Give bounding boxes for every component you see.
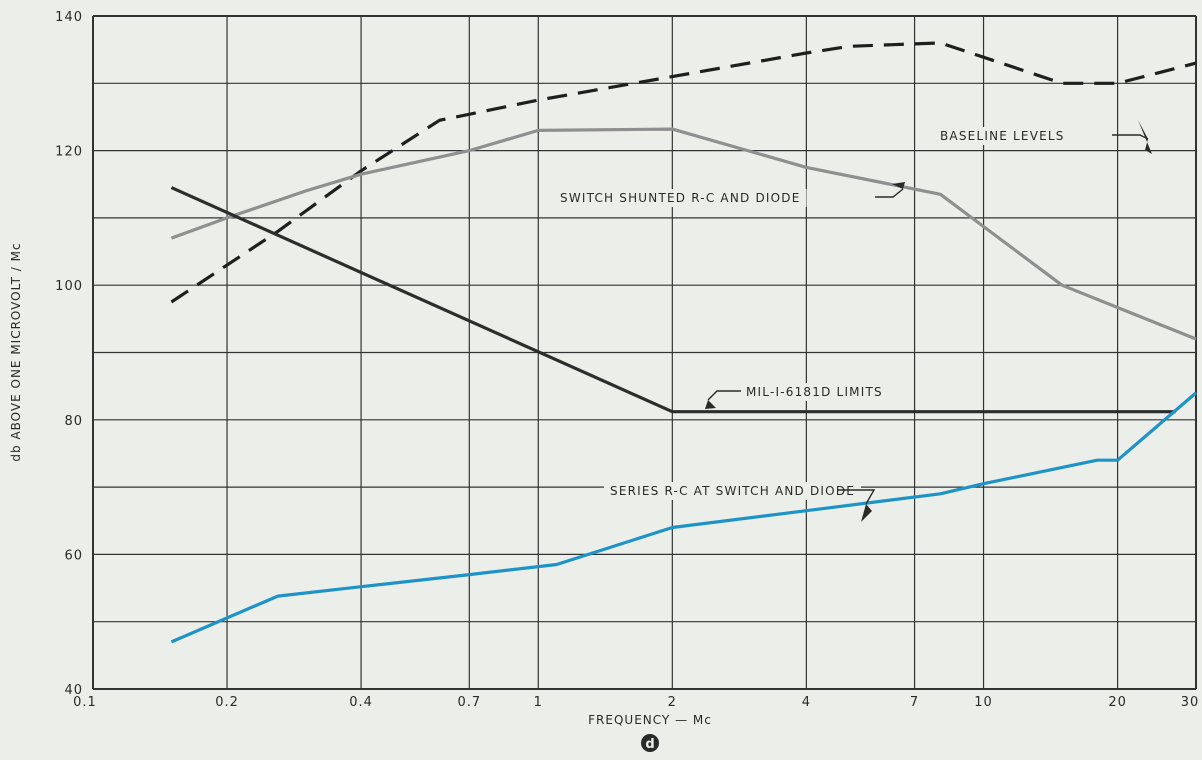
chart-annotations: BASELINE LEVELS SWITCH SHUNTED R-C AND DI…	[554, 120, 1152, 522]
y-tick-label: 60	[64, 548, 83, 563]
annotation-leader	[875, 188, 904, 198]
annotation-bg	[554, 189, 807, 207]
y-tick-label: 140	[55, 10, 83, 25]
panel-badge-circle	[641, 734, 659, 752]
series-line-4	[170, 391, 1198, 644]
annotation-label: BASELINE LEVELS	[940, 129, 1065, 143]
series-line-1	[170, 41, 1197, 304]
x-tick-label: 20	[1108, 695, 1127, 710]
x-axis-title: FREQUENCY — Mc	[588, 713, 712, 727]
annotation-arrowhead	[1138, 120, 1152, 154]
x-tick-label: 2	[668, 695, 677, 710]
y-tick-label: 80	[64, 414, 83, 429]
annotation-arrowhead	[892, 182, 905, 189]
chart-series	[170, 41, 1198, 644]
annotation-arrowhead	[861, 504, 872, 522]
annotation-label: MIL-I-6181D LIMITS	[746, 385, 883, 399]
annotation-bg	[604, 482, 862, 500]
x-tick-label: 1	[534, 695, 543, 710]
x-tick-label: 10	[974, 695, 993, 710]
x-tick-label: 0.7	[457, 695, 481, 710]
annotation-arrowhead	[705, 400, 716, 409]
y-tick-label: 40	[64, 683, 83, 698]
x-tick-label: 4	[802, 695, 811, 710]
annotation-bg	[740, 383, 889, 401]
x-tick-label: 30	[1181, 695, 1200, 710]
y-tick-label: 100	[55, 279, 83, 294]
x-tick-label: 0.4	[349, 695, 373, 710]
x-tick-label: 0.1	[73, 695, 97, 710]
annotation-bg	[934, 127, 1071, 145]
annotation-label: SERIES R-C AT SWITCH AND DIODE	[610, 484, 855, 498]
series-line-3	[170, 186, 1176, 414]
y-axis-title: db ABOVE ONE MICROVOLT / Mc	[9, 242, 23, 461]
chart-tick-labels: 0.1 0.2 0.4 0.7 1 2 4 7 10 20 30 40 60 80 100 120 140	[55, 10, 1200, 710]
chart-grid	[92, 15, 1197, 690]
annotation-label: SWITCH SHUNTED R-C AND DIODE	[560, 191, 801, 205]
series-line-2	[170, 127, 1197, 341]
panel-letter: d	[645, 737, 654, 752]
y-tick-label: 120	[55, 145, 83, 160]
panel-badge: d	[641, 734, 659, 752]
x-tick-label: 0.2	[215, 695, 239, 710]
annotation-leader	[838, 489, 876, 505]
annotation-leader	[707, 390, 741, 401]
x-tick-label: 7	[910, 695, 919, 710]
